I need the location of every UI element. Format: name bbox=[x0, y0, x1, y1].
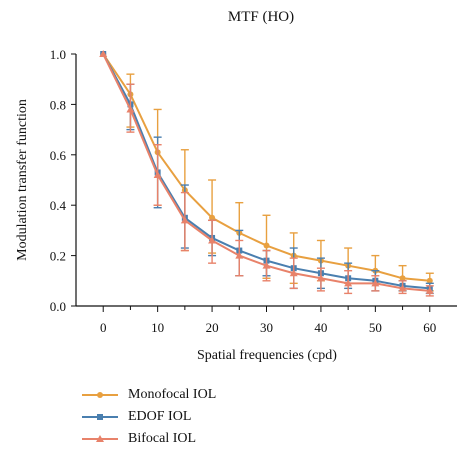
legend-swatch-monofocal bbox=[82, 392, 118, 398]
legend-item-edof: EDOF IOL bbox=[80, 408, 191, 426]
series-bifocal-iol bbox=[99, 50, 434, 297]
legend-item-bifocal: Bifocal IOL bbox=[80, 430, 196, 448]
data-point bbox=[99, 50, 108, 57]
legend-label-edof: EDOF IOL bbox=[128, 409, 192, 424]
legend-label-bifocal: Bifocal IOL bbox=[128, 431, 197, 446]
data-point bbox=[263, 242, 270, 249]
series-layer bbox=[99, 50, 434, 297]
y-tick-label: 0.6 bbox=[50, 148, 67, 163]
x-tick-label: 30 bbox=[260, 320, 273, 335]
data-point bbox=[344, 279, 353, 287]
data-point bbox=[425, 286, 434, 294]
data-point bbox=[371, 279, 380, 287]
data-point bbox=[180, 216, 189, 224]
x-axis-label: Spatial frequencies (cpd) bbox=[197, 348, 337, 363]
x-tick-label: 40 bbox=[314, 320, 327, 335]
legend: Monofocal IOL EDOF IOL Bifocal IOL bbox=[80, 386, 300, 450]
data-point bbox=[426, 277, 433, 284]
y-tick-label: 0.8 bbox=[50, 97, 66, 112]
data-point bbox=[399, 275, 406, 282]
x-tick-label: 10 bbox=[151, 320, 164, 335]
data-point bbox=[398, 284, 407, 292]
data-point bbox=[153, 170, 162, 178]
y-tick-label: 0.0 bbox=[50, 299, 66, 314]
legend-item-monofocal: Monofocal IOL bbox=[80, 386, 216, 404]
x-tick-label: 60 bbox=[423, 320, 436, 335]
axes: 0.0 0.2 0.4 0.6 0.8 1.0 0 10 20 30 40 50 60 bbox=[50, 47, 457, 335]
data-point bbox=[209, 214, 216, 221]
y-tick-label: 1.0 bbox=[50, 47, 66, 62]
data-point bbox=[316, 274, 325, 282]
legend-label-monofocal: Monofocal IOL bbox=[128, 387, 217, 402]
data-point bbox=[262, 261, 271, 269]
data-point bbox=[126, 105, 135, 113]
y-tick-label: 0.2 bbox=[50, 249, 66, 264]
chart-title: MTF (HO) bbox=[228, 9, 294, 25]
data-point bbox=[289, 269, 298, 277]
x-tick-label: 0 bbox=[100, 320, 107, 335]
x-tick-label: 50 bbox=[369, 320, 382, 335]
y-axis-label: Modulation transfer function bbox=[15, 99, 30, 261]
x-tick-label: 20 bbox=[206, 320, 219, 335]
legend-swatch-edof bbox=[82, 414, 118, 420]
y-tick-label: 0.4 bbox=[50, 198, 67, 213]
data-point bbox=[208, 236, 217, 244]
data-point bbox=[235, 251, 244, 259]
legend-swatch-bifocal bbox=[82, 435, 118, 442]
